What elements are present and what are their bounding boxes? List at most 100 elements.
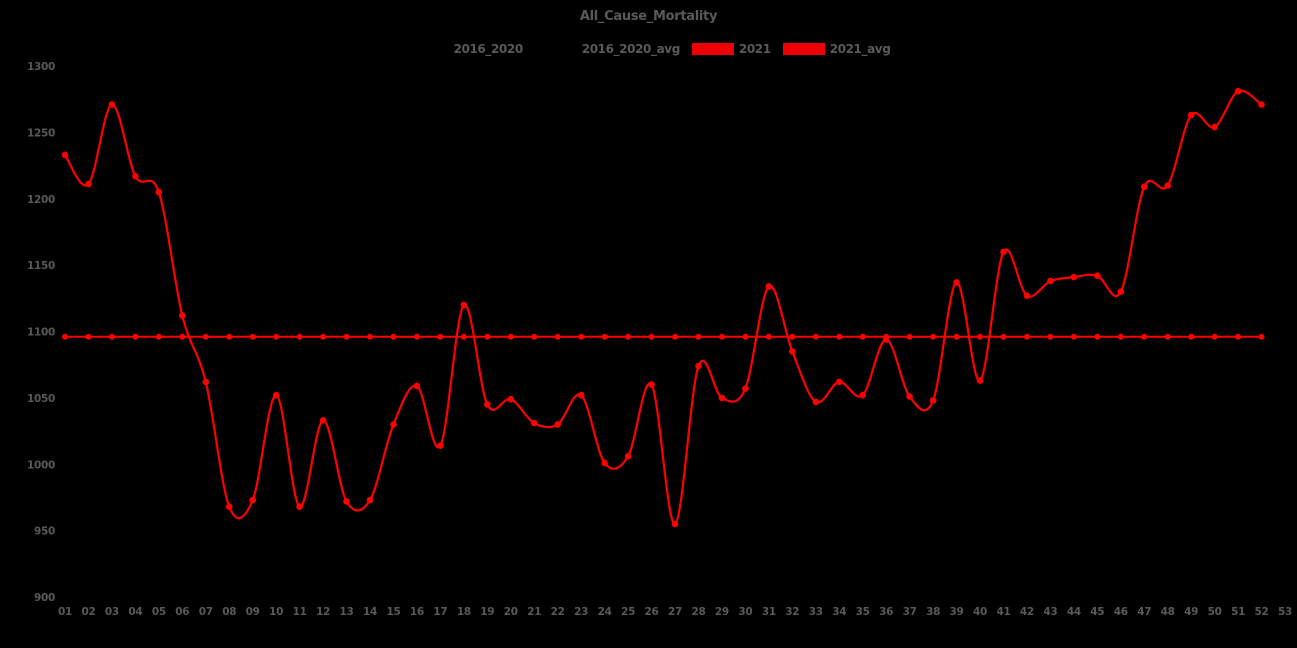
y-tick-label-900: 900 bbox=[34, 592, 55, 604]
x-tick-label-01: 01 bbox=[58, 606, 72, 618]
series-2021-avg-marker bbox=[132, 333, 139, 340]
x-tick-label-15: 15 bbox=[386, 606, 400, 618]
series-2021-marker bbox=[296, 503, 303, 511]
series-2021-marker bbox=[85, 180, 92, 188]
x-tick-label-43: 43 bbox=[1043, 606, 1057, 618]
x-tick-label-25: 25 bbox=[621, 606, 635, 618]
x-tick-label-31: 31 bbox=[762, 606, 776, 618]
series-2021-marker bbox=[671, 520, 679, 528]
series-2021-marker bbox=[390, 421, 397, 428]
series-2021-avg-marker bbox=[1211, 333, 1218, 340]
series-2021-avg-marker bbox=[742, 333, 749, 340]
series-2021-avg-marker bbox=[695, 333, 702, 340]
series-2021-avg-marker bbox=[930, 333, 937, 340]
x-tick-label-05: 05 bbox=[152, 606, 166, 618]
x-tick-label-28: 28 bbox=[691, 606, 705, 618]
x-tick-label-47: 47 bbox=[1137, 606, 1151, 618]
legend-label-2021: 2021 bbox=[738, 42, 771, 56]
x-tick-label-12: 12 bbox=[316, 606, 330, 618]
series-2021-avg-marker bbox=[953, 333, 960, 340]
series-2021-avg-marker bbox=[578, 333, 585, 340]
series-2021-marker bbox=[108, 101, 116, 108]
series-2021-marker bbox=[319, 417, 327, 424]
y-tick-label-1100: 1100 bbox=[27, 327, 55, 339]
series-2021-avg-marker bbox=[273, 333, 280, 340]
series-2021-avg-marker bbox=[836, 333, 843, 340]
series-2021-avg-marker bbox=[718, 333, 725, 340]
series-2021-marker bbox=[577, 391, 585, 399]
series-2021-marker bbox=[789, 348, 796, 355]
series-2021-marker bbox=[648, 381, 655, 388]
series-2021-avg-marker bbox=[179, 333, 186, 340]
series-2021-marker bbox=[929, 397, 937, 404]
series-2021-avg-marker bbox=[62, 333, 68, 340]
x-tick-label-53: 53 bbox=[1278, 606, 1292, 618]
x-tick-label-22: 22 bbox=[551, 606, 565, 618]
series-2021-avg-marker bbox=[812, 333, 819, 340]
series-2021-marker bbox=[1000, 248, 1007, 256]
x-tick-label-11: 11 bbox=[293, 606, 307, 618]
series-2021-avg-marker bbox=[507, 333, 514, 340]
y-tick-label-1150: 1150 bbox=[27, 260, 55, 272]
series-2021-avg-marker bbox=[648, 333, 655, 340]
x-tick-label-46: 46 bbox=[1114, 606, 1128, 618]
x-tick-label-49: 49 bbox=[1184, 606, 1198, 618]
series-2021-avg-marker bbox=[1000, 333, 1007, 340]
series-2021-marker bbox=[179, 312, 186, 319]
x-tick-label-27: 27 bbox=[668, 606, 682, 618]
series-2021-avg-marker bbox=[977, 333, 983, 340]
series-2021-marker bbox=[906, 393, 913, 400]
series-2021-avg-marker bbox=[249, 333, 256, 340]
series-2021-marker bbox=[1234, 87, 1242, 95]
series-2021-marker bbox=[554, 421, 561, 428]
x-tick-label-33: 33 bbox=[809, 606, 823, 618]
series-2021-marker bbox=[484, 401, 491, 408]
series-2021-avg-marker bbox=[484, 333, 491, 340]
series-2021-avg-marker bbox=[460, 333, 467, 340]
series-2021-avg-marker bbox=[1141, 333, 1148, 340]
legend-swatch-2021-avg bbox=[782, 43, 825, 55]
series-2021-line bbox=[64, 89, 1263, 526]
series-2021-avg-marker bbox=[1117, 333, 1124, 340]
x-tick-label-14: 14 bbox=[363, 606, 377, 618]
legend-swatch-2021 bbox=[691, 43, 734, 55]
series-2021-avg-marker bbox=[367, 333, 373, 340]
legend-item-2016-2020-avg: 2016_2020_avg bbox=[534, 42, 681, 56]
series-2021-avg-marker bbox=[531, 333, 538, 340]
x-tick-label-09: 09 bbox=[246, 606, 260, 618]
x-tick-label-32: 32 bbox=[785, 606, 799, 618]
x-tick-label-07: 07 bbox=[199, 606, 213, 618]
series-2021-avg-marker bbox=[672, 333, 678, 340]
chart-legend: 2016_2020 2016_2020_avg 2021 2021_avg bbox=[0, 42, 1297, 56]
series-2021-marker bbox=[460, 301, 468, 309]
series-2021-marker bbox=[530, 419, 538, 427]
x-tick-label-42: 42 bbox=[1020, 606, 1034, 618]
x-tick-label-36: 36 bbox=[879, 606, 893, 618]
series-2021-avg-marker bbox=[1094, 333, 1101, 340]
x-tick-label-18: 18 bbox=[457, 606, 471, 618]
series-2021-marker bbox=[835, 378, 843, 386]
y-tick-label-1300: 1300 bbox=[27, 61, 55, 73]
legend-item-2016-2020: 2016_2020 bbox=[406, 42, 523, 56]
y-tick-label-1050: 1050 bbox=[27, 393, 55, 405]
x-tick-label-06: 06 bbox=[175, 606, 189, 618]
series-2021-avg-marker bbox=[906, 333, 913, 340]
legend-label-2016-2020-avg: 2016_2020_avg bbox=[581, 42, 681, 56]
series-2021-marker bbox=[437, 442, 444, 450]
x-tick-label-16: 16 bbox=[410, 606, 424, 618]
x-tick-label-19: 19 bbox=[480, 606, 494, 618]
x-tick-label-45: 45 bbox=[1090, 606, 1104, 618]
series-2021-avg-marker bbox=[601, 333, 608, 340]
series-2021-avg-marker bbox=[1023, 333, 1030, 340]
series-2021-avg-marker bbox=[789, 333, 796, 340]
series-2021-avg-marker bbox=[108, 333, 115, 340]
x-tick-label-29: 29 bbox=[715, 606, 729, 618]
series-2021-marker bbox=[1164, 182, 1171, 189]
x-tick-label-23: 23 bbox=[574, 606, 588, 618]
series-2021-avg-marker bbox=[413, 333, 420, 340]
legend-swatch-2016-2020-avg bbox=[534, 43, 577, 55]
x-tick-label-44: 44 bbox=[1067, 606, 1081, 618]
legend-item-2021: 2021 bbox=[691, 42, 771, 56]
series-2021-marker bbox=[742, 385, 749, 392]
